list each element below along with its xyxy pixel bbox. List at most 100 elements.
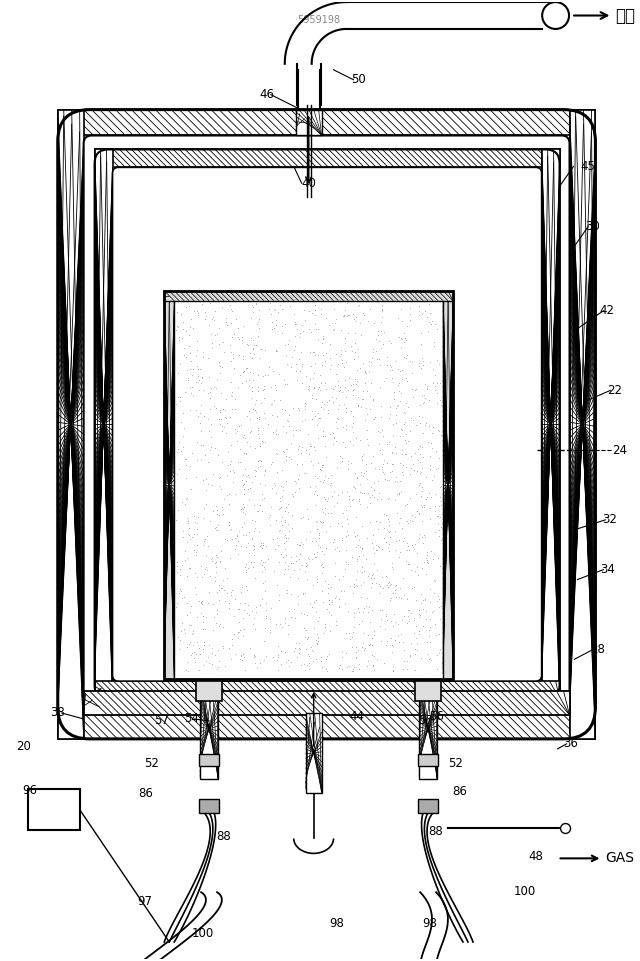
Point bbox=[522, 621, 532, 636]
Point bbox=[165, 325, 175, 340]
Point bbox=[134, 554, 144, 569]
Point bbox=[242, 395, 252, 410]
Point bbox=[465, 262, 475, 278]
Point bbox=[558, 489, 568, 505]
Point bbox=[87, 158, 97, 173]
Point bbox=[267, 314, 277, 330]
Point bbox=[253, 367, 263, 382]
Point bbox=[81, 298, 92, 313]
Point bbox=[339, 418, 349, 433]
Point bbox=[182, 663, 193, 678]
Point bbox=[326, 417, 337, 432]
Point bbox=[115, 526, 125, 541]
Point bbox=[324, 382, 335, 398]
Point bbox=[248, 554, 259, 570]
Point bbox=[500, 333, 510, 349]
Point bbox=[513, 558, 524, 574]
Point bbox=[82, 152, 92, 167]
Point bbox=[182, 420, 192, 435]
Point bbox=[420, 333, 431, 349]
Point bbox=[210, 370, 220, 385]
Point bbox=[534, 221, 544, 236]
Point bbox=[466, 539, 476, 554]
Point bbox=[503, 464, 513, 480]
Point bbox=[482, 444, 492, 459]
Point bbox=[469, 471, 479, 486]
Point bbox=[325, 624, 335, 639]
Point bbox=[397, 250, 407, 265]
Point bbox=[449, 617, 459, 632]
Point bbox=[535, 138, 545, 154]
Point bbox=[215, 651, 225, 666]
Point bbox=[308, 213, 318, 229]
Point bbox=[391, 477, 401, 492]
Point bbox=[382, 548, 392, 563]
Point bbox=[424, 651, 435, 666]
Point bbox=[333, 374, 343, 389]
Point bbox=[85, 635, 95, 651]
Point bbox=[340, 343, 350, 358]
Point bbox=[253, 420, 264, 435]
Point bbox=[251, 280, 261, 295]
Point bbox=[371, 343, 381, 358]
Point bbox=[433, 359, 443, 375]
Point bbox=[463, 266, 473, 282]
Point bbox=[170, 321, 180, 336]
Point bbox=[460, 529, 470, 544]
Point bbox=[471, 466, 481, 481]
Point bbox=[305, 439, 316, 455]
Point bbox=[365, 224, 376, 239]
Point bbox=[411, 486, 421, 502]
Point bbox=[506, 414, 516, 430]
Point bbox=[152, 417, 163, 432]
Point bbox=[508, 207, 518, 222]
Point bbox=[236, 284, 246, 300]
Point bbox=[257, 188, 267, 204]
Point bbox=[125, 426, 136, 441]
Point bbox=[391, 662, 401, 678]
Point bbox=[487, 412, 497, 428]
Point bbox=[465, 548, 475, 563]
Point bbox=[488, 283, 499, 299]
Point bbox=[237, 600, 247, 615]
Point bbox=[225, 278, 236, 293]
Point bbox=[180, 316, 191, 332]
Point bbox=[391, 337, 401, 353]
Point bbox=[524, 197, 534, 212]
Point bbox=[253, 314, 264, 330]
Point bbox=[262, 565, 272, 580]
Point bbox=[511, 278, 522, 293]
Point bbox=[200, 625, 210, 640]
Point bbox=[467, 334, 477, 350]
Point bbox=[423, 323, 433, 338]
Point bbox=[176, 307, 186, 322]
Point bbox=[480, 454, 490, 469]
Point bbox=[452, 566, 463, 581]
Point bbox=[507, 219, 517, 234]
Point bbox=[317, 583, 327, 599]
Point bbox=[422, 488, 432, 504]
Point bbox=[388, 565, 398, 580]
Point bbox=[333, 382, 344, 398]
Point bbox=[467, 566, 477, 581]
Point bbox=[330, 636, 340, 652]
Point bbox=[360, 174, 370, 189]
Point bbox=[348, 478, 358, 493]
Point bbox=[425, 306, 435, 321]
Point bbox=[403, 602, 413, 617]
Point bbox=[362, 588, 372, 604]
Point bbox=[187, 436, 197, 452]
Point bbox=[325, 186, 335, 202]
Point bbox=[118, 490, 128, 505]
Point bbox=[286, 654, 296, 670]
Point bbox=[409, 302, 419, 317]
Point bbox=[420, 392, 430, 407]
Point bbox=[186, 349, 196, 364]
Point bbox=[423, 555, 433, 571]
Point bbox=[263, 513, 273, 529]
Point bbox=[225, 559, 235, 575]
Point bbox=[278, 607, 288, 623]
Point bbox=[198, 350, 208, 365]
Point bbox=[420, 364, 430, 380]
Point bbox=[162, 656, 172, 672]
